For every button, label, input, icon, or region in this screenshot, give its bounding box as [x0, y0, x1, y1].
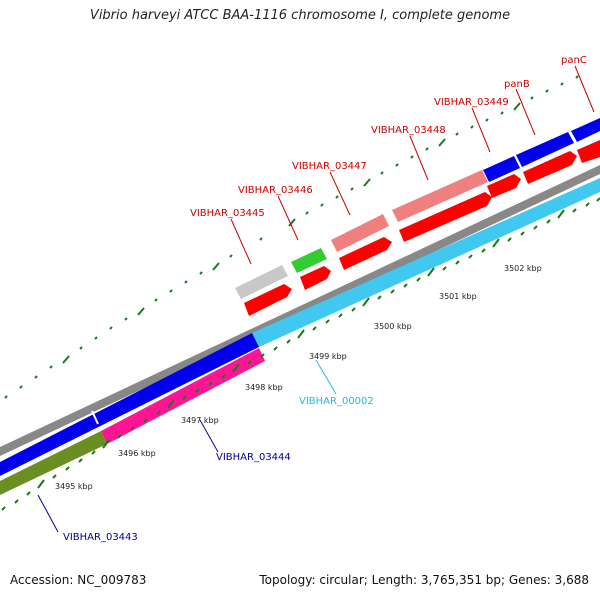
- bottom-strand-bands: [0, 178, 600, 495]
- gene-arrow-03447b: [339, 237, 392, 270]
- outer-tick-ring: [4, 75, 579, 399]
- gene-arrow-03445: [244, 284, 292, 316]
- gene-box-blue-panB: [516, 132, 574, 167]
- genome-summary-text: Topology: circular; Length: 3,765,351 bp…: [259, 573, 589, 587]
- scale-label: 3495 kbp: [55, 482, 93, 491]
- scale-labels: 3495 kbp 3496 kbp 3497 kbp 3498 kbp 3499…: [55, 264, 542, 491]
- gene-arrow-panC: [577, 140, 600, 163]
- band-magenta: [101, 348, 265, 444]
- accession-text: Accession: NC_009783: [10, 573, 147, 587]
- label-leaders: [37, 65, 595, 533]
- gene-label-03447: VIBHAR_03447: [292, 161, 367, 172]
- gene-box-blue-panC: [571, 118, 600, 142]
- gene-arrow-03449b: [487, 174, 521, 198]
- top-strand-genes-inner: [244, 140, 600, 316]
- gene-label-panC: panC: [561, 55, 587, 66]
- gene-labels: VIBHAR_03445 VIBHAR_03446 VIBHAR_03447 V…: [63, 55, 587, 543]
- scale-label: 3496 kbp: [118, 449, 156, 458]
- scale-label: 3498 kbp: [245, 383, 283, 392]
- gene-box-pink-03447: [331, 214, 389, 252]
- gene-arrow-03448b: [399, 192, 492, 242]
- scale-label: 3502 kbp: [504, 264, 542, 273]
- scale-label: 3499 kbp: [309, 352, 347, 361]
- gene-label-03449: VIBHAR_03449: [434, 97, 509, 108]
- gene-box-blue-03449: [483, 156, 520, 182]
- scale-label: 3500 kbp: [374, 322, 412, 331]
- gene-label-03443: VIBHAR_03443: [63, 532, 138, 543]
- gene-label-03445: VIBHAR_03445: [190, 208, 265, 219]
- band-cyan: [252, 178, 600, 347]
- gene-box-pink-03448: [392, 170, 488, 222]
- gene-label-03448: VIBHAR_03448: [371, 125, 446, 136]
- gene-box-gray-top: [235, 265, 288, 299]
- scale-label: 3501 kbp: [439, 292, 477, 301]
- gene-label-00002: VIBHAR_00002: [299, 396, 374, 407]
- gene-arrow-03446: [300, 266, 331, 290]
- gene-box-green-top: [291, 248, 327, 273]
- inner-tick-ring: [1, 197, 600, 511]
- band-olive: [0, 431, 107, 495]
- band-blue: [0, 333, 259, 476]
- backbone-gray: [0, 165, 600, 456]
- gene-label-03444: VIBHAR_03444: [216, 452, 291, 463]
- top-strand-genes-outer: [235, 118, 600, 299]
- gene-label-panB: panB: [504, 79, 530, 90]
- map-title: Vibrio harveyi ATCC BAA-1116 chromosome …: [89, 8, 511, 23]
- gene-arrow-panB: [523, 151, 577, 184]
- gene-label-03446: VIBHAR_03446: [238, 185, 313, 196]
